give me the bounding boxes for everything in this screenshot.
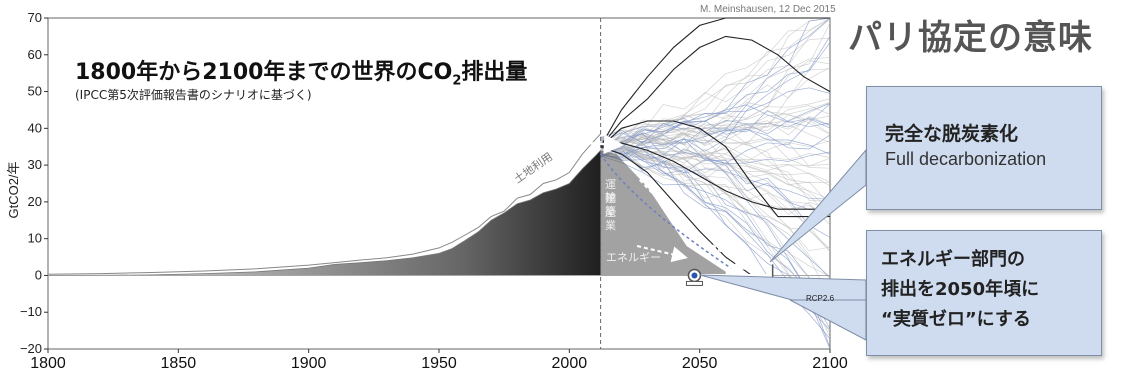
annotation-industry: 産業	[605, 206, 616, 232]
scenario-line-68	[600, 138, 831, 202]
scenario-line-67	[600, 135, 831, 226]
scenario-line-34	[600, 123, 831, 145]
callout-net-zero-2050: エネルギー部門の 排出を2050年頃に “実質ゼロ”にする	[866, 230, 1102, 356]
y-tick-label-7: 50	[28, 84, 42, 99]
scenario-line-22	[600, 18, 831, 151]
y-tick-label-4: 20	[28, 194, 42, 209]
chart-title-main: 1800年から2100年までの世界のCO	[75, 60, 453, 85]
scenario-line-56	[600, 132, 831, 252]
area-future-decline	[600, 150, 726, 276]
area-land-use	[48, 133, 601, 276]
x-tick-label-2: 1900	[291, 355, 327, 372]
scenario-line-52	[600, 118, 831, 218]
scenario-line-53	[600, 68, 831, 146]
callout-full-decarbonization-en: Full decarbonization	[885, 149, 1047, 169]
highlight-scenario-4	[600, 142, 830, 210]
x-tick-label-1: 1850	[161, 355, 197, 372]
scenario-line-46	[600, 56, 831, 153]
annotation-energy: エネルギー	[606, 251, 661, 264]
highlight-scenario-1	[600, 17, 830, 147]
chart-title-subscript: 2	[452, 73, 462, 89]
y-tick-label-0: −20	[20, 341, 42, 356]
annotation-scenario-label: RCP2.6	[806, 294, 835, 303]
x-tick-label-3: 1950	[421, 355, 457, 372]
net-zero-2050-marker-dot	[691, 272, 698, 279]
x-tick-label-5: 2050	[682, 355, 718, 372]
highlight-scenario-2	[600, 35, 831, 148]
scenario-line-23	[600, 136, 831, 277]
scenario-line-9	[600, 127, 831, 153]
y-tick-label-8: 60	[28, 47, 42, 62]
plot-frame	[47, 17, 831, 350]
chart-subtitle: (IPCC第5次評価報告書のシナリオに基づく)	[75, 88, 312, 102]
scenario-line-62	[600, 105, 831, 144]
scenario-line-19	[600, 139, 831, 161]
y-tick-label-1: −10	[20, 304, 42, 319]
scenario-line-47	[600, 17, 831, 145]
line-land-use-top	[47, 133, 601, 275]
scenario-line-59	[600, 98, 831, 145]
scenario-line-64	[600, 133, 831, 169]
x-tick-label-0: 1800	[30, 355, 66, 372]
callout-net-zero-line2: 排出を2050年頃に	[881, 279, 1040, 300]
y-tick-label-6: 40	[28, 120, 42, 135]
y-tick-label-9: 70	[28, 10, 42, 25]
line-fossil-top	[47, 150, 601, 276]
chart-title-tail: 排出量	[461, 60, 528, 85]
scenario-line-28	[600, 152, 831, 313]
area-fossil-industry	[48, 150, 601, 276]
y-tick-label-2: 0	[35, 267, 42, 282]
scenario-line-30	[600, 145, 831, 210]
arrow-energy-sector	[636, 245, 688, 263]
annotation-transport: 運輸	[605, 178, 616, 204]
scenario-line-26	[600, 60, 831, 141]
x-tick-label-6: 2100	[812, 355, 848, 372]
callout-full-decarbonization-jp: 完全な脱炭素化	[885, 123, 1019, 145]
blue-dotted-path	[599, 153, 732, 269]
scenario-line-39	[600, 17, 831, 158]
scenario-line-66	[600, 132, 831, 238]
page-headline: パリ協定の意味	[848, 18, 1093, 58]
callout-full-decarbonization: 完全な脱炭素化 Full decarbonization	[866, 86, 1102, 210]
scenario-line-50	[600, 147, 831, 252]
callout-net-zero-line3: “実質ゼロ”にする	[881, 309, 1031, 330]
highlight-scenario-3	[600, 120, 830, 218]
y-tick-label-5: 30	[28, 157, 42, 172]
chart-title: 1800年から2100年までの世界のCO2排出量	[75, 54, 527, 88]
x-tick-label-4: 2000	[552, 355, 588, 372]
y-axis-label: GtCO2/年	[6, 161, 21, 218]
callout-net-zero-line1: エネルギー部門の	[881, 249, 1025, 270]
annotation-buildings: 建築	[605, 192, 616, 218]
arrow-full-decarbonization	[638, 179, 750, 271]
scenario-lines	[600, 17, 831, 350]
arrow-current-emissions	[584, 134, 624, 155]
scenario-line-69	[600, 36, 831, 155]
net-zero-2050-marker-base	[685, 280, 703, 286]
scenario-line-60	[600, 42, 831, 159]
scenario-line-44	[600, 134, 831, 205]
credit-text: M. Meinshausen, 12 Dec 2015	[700, 4, 836, 15]
y-tick-label-3: 10	[28, 231, 42, 246]
